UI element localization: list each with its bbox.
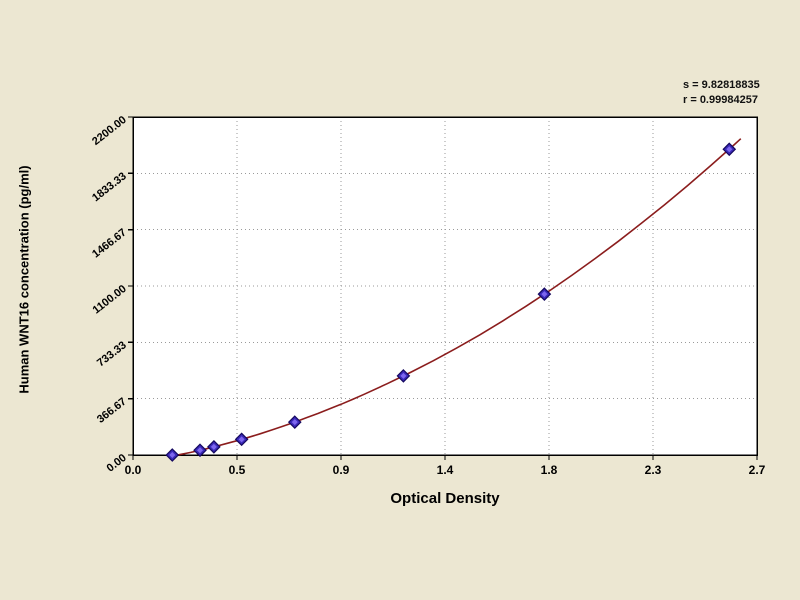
data-point-core	[210, 443, 217, 450]
x-tick-label: 1.8	[541, 463, 558, 477]
y-tick-label: 1100.00	[91, 283, 129, 317]
y-tick-label: 2200.00	[90, 114, 129, 148]
data-point-core	[541, 291, 548, 298]
x-tick-label: 0.5	[229, 463, 246, 477]
y-tick-labels: 0.00366.67733.331100.001466.671833.33220…	[90, 114, 129, 475]
fit-statistics: s = 9.82818835 r = 0.99984257	[683, 78, 795, 108]
x-tick-label: 0.9	[333, 463, 350, 477]
y-tick-label: 1466.67	[90, 227, 129, 261]
x-tick-label: 0.0	[125, 463, 142, 477]
x-tick-label: 2.7	[749, 463, 766, 477]
y-tick-label: 733.33	[95, 339, 129, 369]
x-tick-label: 1.4	[437, 463, 454, 477]
data-point-core	[291, 419, 298, 426]
data-points	[165, 142, 737, 462]
data-point-core	[238, 436, 245, 443]
grid-lines	[133, 117, 757, 455]
fit-stat-s: s = 9.82818835	[683, 79, 760, 91]
x-tick-labels: 0.0 0.5 0.9 1.4 1.8 2.3 2.7	[125, 463, 766, 477]
x-axis-title: Optical Density	[390, 490, 500, 507]
fit-curve-line	[169, 138, 742, 456]
axis-ticks	[128, 116, 758, 460]
x-tick-label: 2.3	[645, 463, 662, 477]
fit-stat-r: r = 0.99984257	[683, 94, 758, 106]
y-tick-label: 1833.33	[90, 170, 129, 204]
data-point-core	[400, 372, 407, 379]
data-point-core	[197, 447, 204, 454]
y-axis-title: Human WNT16 concentration (pg/ml)	[16, 165, 32, 394]
data-point-core	[726, 146, 733, 153]
y-tick-label: 366.67	[95, 396, 129, 426]
data-point-core	[169, 452, 176, 458]
